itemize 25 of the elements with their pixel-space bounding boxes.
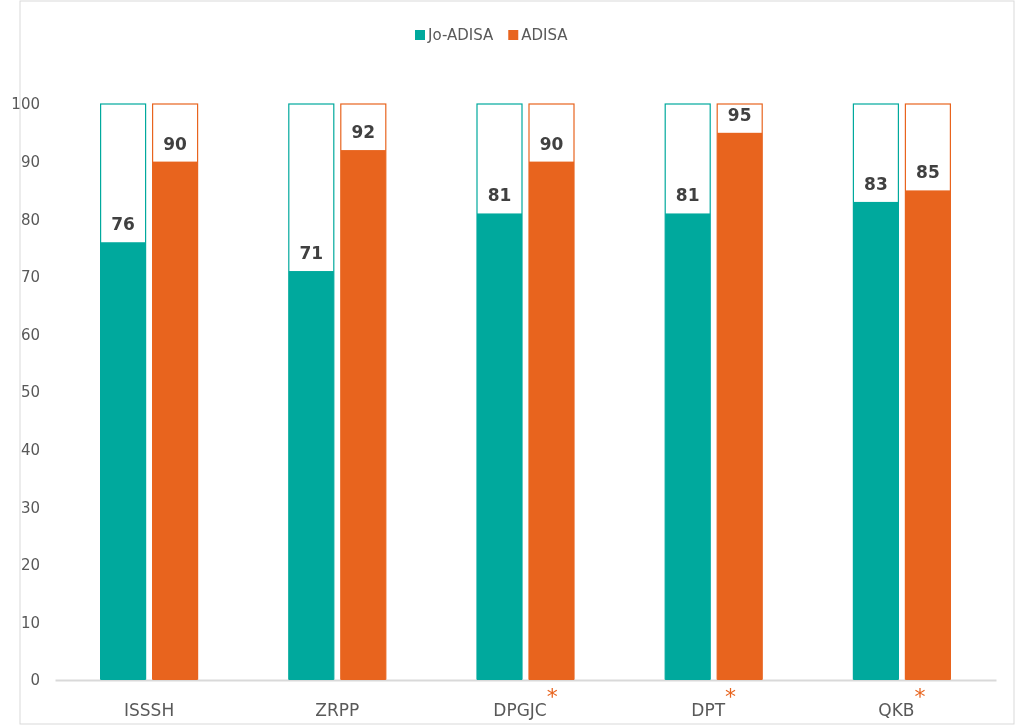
data-label: 71 <box>299 243 324 264</box>
y-tick-label: 30 <box>20 498 40 517</box>
data-label: 83 <box>864 173 888 194</box>
data-label: 90 <box>539 133 564 154</box>
y-tick-label: 0 <box>30 671 40 690</box>
y-tick-label: 100 <box>11 95 40 114</box>
y-tick-label: 70 <box>20 268 40 287</box>
data-label: 92 <box>351 122 376 143</box>
legend-label: ADISA <box>521 26 569 44</box>
x-tick-label: ISSSH <box>124 700 175 720</box>
legend-label: Jo-ADISA <box>427 26 494 44</box>
data-label: 85 <box>916 162 940 183</box>
data-label: 76 <box>111 214 135 235</box>
x-tick-label: ZRPP <box>315 700 360 720</box>
y-tick-label: 50 <box>20 383 40 402</box>
y-tick-label: 60 <box>20 325 40 344</box>
y-tick-label: 20 <box>20 556 40 575</box>
data-label: 81 <box>487 185 512 206</box>
data-label: 95 <box>727 104 752 125</box>
y-tick-label: 80 <box>20 210 40 229</box>
data-label: 81 <box>675 185 700 206</box>
y-tick-label: 90 <box>20 152 40 171</box>
y-tick-label: 40 <box>20 440 40 459</box>
data-label: 90 <box>163 133 188 154</box>
y-tick-label: 10 <box>20 613 40 632</box>
